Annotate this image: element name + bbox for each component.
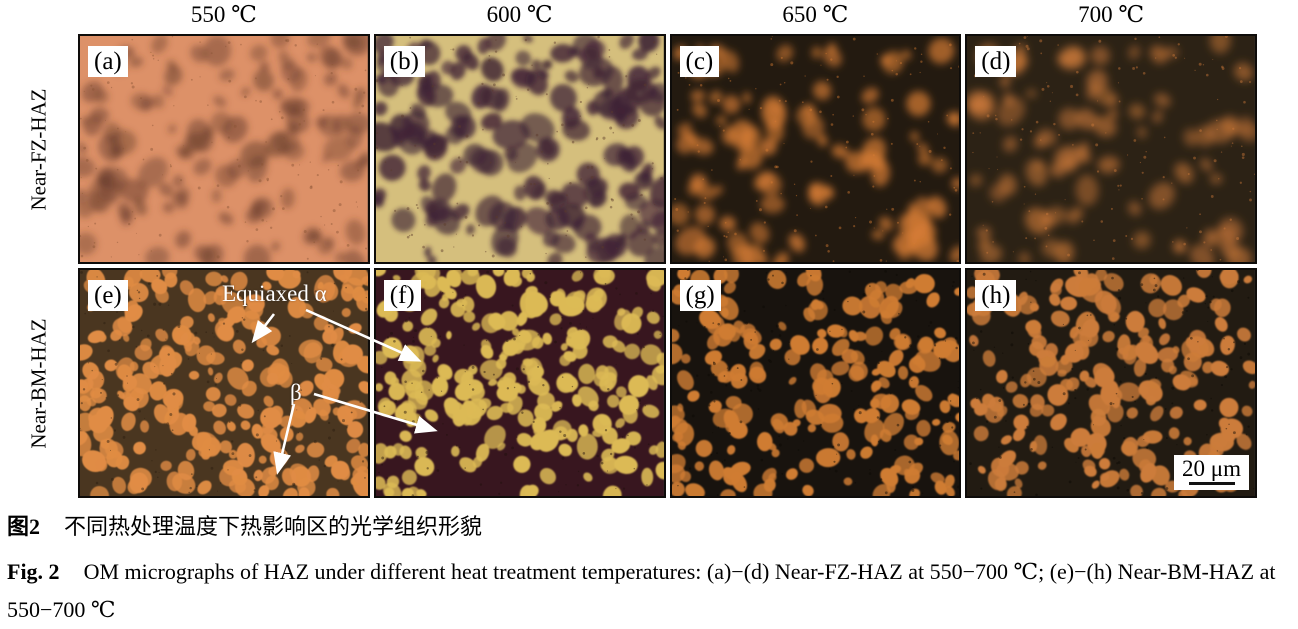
panel-label-e: (e) xyxy=(88,280,128,311)
panel-label-b: (b) xyxy=(383,46,425,77)
caption-en-number: Fig. 2 xyxy=(7,559,60,584)
column-header-700: 700 ℃ xyxy=(1078,2,1145,27)
scale-bar-line xyxy=(1188,482,1235,485)
column-headers: 550 ℃ 600 ℃ 650 ℃ 700 ℃ xyxy=(78,0,1257,32)
column-header-650: 650 ℃ xyxy=(782,2,849,27)
panel-label-a: (a) xyxy=(88,46,128,77)
micrograph-panel-c: (c) xyxy=(669,34,962,264)
scale-bar-label: 20 μm xyxy=(1182,456,1241,481)
caption-en-text: OM micrographs of HAZ under different he… xyxy=(7,559,1276,622)
micrograph-panel-a: (a) xyxy=(78,34,370,264)
caption-zh-text: 不同热处理温度下热影响区的光学组织形貌 xyxy=(64,514,483,539)
row-label-near-bm-haz: Near-BM-HAZ xyxy=(26,317,51,449)
column-header-600: 600 ℃ xyxy=(486,2,553,27)
micrograph-panel-d: (d) xyxy=(965,34,1257,264)
scale-bar: 20 μm xyxy=(1174,455,1249,490)
micrograph-panel-b: (b) xyxy=(373,34,666,264)
panel-label-d: (d) xyxy=(975,46,1017,77)
caption-zh-number: 图2 xyxy=(7,514,41,539)
micrograph-panel-e: (e) xyxy=(78,268,370,498)
micrograph-panel-h: (h) 20 μm xyxy=(965,268,1257,498)
panel-label-h: (h) xyxy=(975,280,1017,311)
micrograph-image-a xyxy=(80,36,368,262)
micrograph-panel-f: (f) xyxy=(373,268,666,498)
caption-en: Fig. 2 OM micrographs of HAZ under differ… xyxy=(7,553,1293,629)
panel-label-f: (f) xyxy=(383,280,421,311)
panel-label-c: (c) xyxy=(679,46,720,77)
column-header-550: 550 ℃ xyxy=(190,2,257,27)
row-label-near-fz-haz: Near-FZ-HAZ xyxy=(26,87,51,211)
caption-zh: 图2 不同热处理温度下热影响区的光学组织形貌 xyxy=(7,508,1293,546)
figure-caption: 图2 不同热处理温度下热影响区的光学组织形貌 Fig. 2 OM micrograp… xyxy=(7,508,1293,629)
micrograph-grid: (a) (b) (c) (d) (e) (f) (g) (h) 20 μm xyxy=(78,34,1257,498)
panel-label-g: (g) xyxy=(679,280,721,311)
micrograph-panel-g: (g) xyxy=(669,268,962,498)
micrograph-image-c xyxy=(671,36,960,262)
